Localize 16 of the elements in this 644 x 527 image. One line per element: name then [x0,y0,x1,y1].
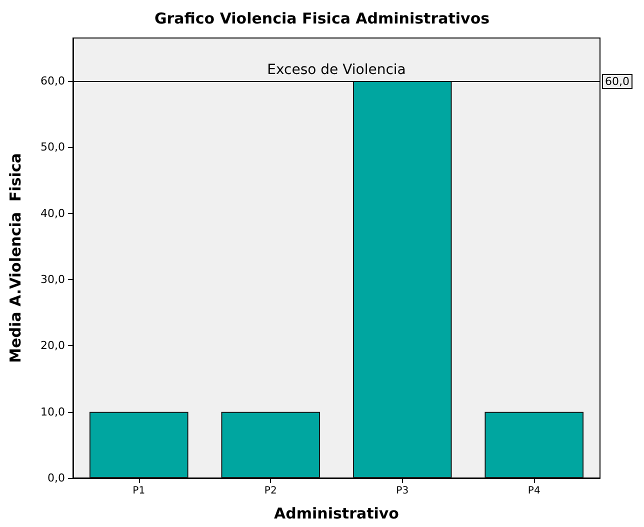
y-tick-label: 30,0 [40,273,65,286]
x-tick-label: P4 [528,486,540,496]
y-tick-label: 40,0 [40,206,65,220]
x-tick-label: P1 [132,486,146,496]
y-tick-label: 60,0 [40,74,65,88]
x-tick-label: P2 [264,486,277,496]
annotation: 60,0 [605,75,630,88]
y-tick-label: 10,0 [40,405,65,418]
ref-line-label: Exceso de Violencia [267,62,406,78]
y-tick-label: 50,0 [40,140,65,154]
y-tick-label: 20,0 [40,339,65,352]
x-axis-title: Administrativo [274,504,399,522]
y-tick-label: 0,0 [48,472,65,484]
x-tick-label: P3 [396,486,409,496]
y-axis-title: Media A.Violencia Fisica [6,153,24,363]
chart-title: Grafico Violencia Fisica Administrativos [154,10,490,28]
